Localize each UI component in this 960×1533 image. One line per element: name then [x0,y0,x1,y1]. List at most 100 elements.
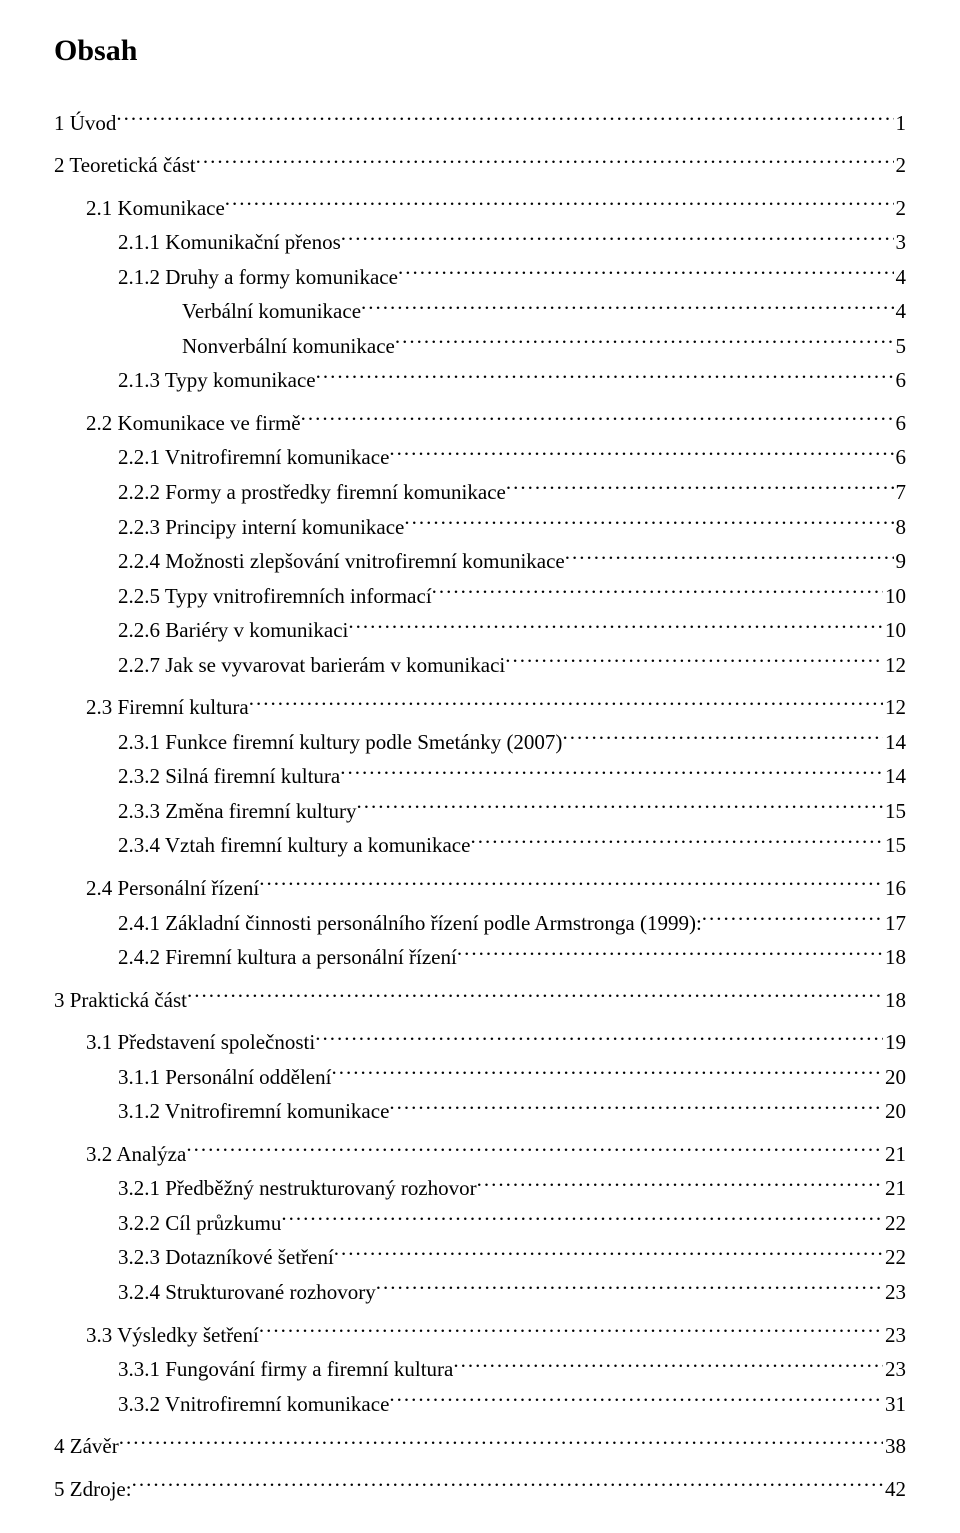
toc-entry: 2.3.2 Silná firemní kultura14 [54,760,906,793]
toc-entry-page: 4 [894,295,907,328]
toc-leader-dots [389,1097,883,1118]
toc-entry-label: 2.2.4 Možnosti zlepšování vnitrofiremní … [118,545,565,578]
toc-entry-page: 15 [883,829,906,862]
toc-entry: 2.1.1 Komunikační přenos3 [54,226,906,259]
toc-entry: 2.2.6 Bariéry v komunikaci10 [54,614,906,647]
toc-entry-label: 5 Zdroje: [54,1473,132,1506]
toc-leader-dots [315,1028,883,1049]
toc-entry: 2.2.2 Formy a prostředky firemní komunik… [54,476,906,509]
toc-entry-page: 7 [894,476,907,509]
toc-leader-dots [457,943,883,964]
toc-entry-page: 21 [883,1138,906,1171]
toc-entry-label: 4 Závěr [54,1430,119,1463]
toc-entry-label: 3.3.2 Vnitrofiremní komunikace [118,1388,389,1421]
toc-leader-dots [316,366,894,387]
toc-entry: Verbální komunikace 4 [54,295,906,328]
toc-entry-page: 19 [883,1026,906,1059]
toc-leader-dots [132,1475,883,1496]
toc-entry-label: 3.2.3 Dotazníkové šetření [118,1241,334,1274]
toc-entry-label: 3.2.4 Strukturované rozhovory [118,1276,376,1309]
toc-entry: 3.3.2 Vnitrofiremní komunikace31 [54,1388,906,1421]
toc-leader-dots [361,297,893,318]
toc-entry: 3.3 Výsledky šetření23 [54,1319,906,1352]
toc-leader-dots [281,1209,883,1230]
toc-entry: 2.2.5 Typy vnitrofiremních informací 10 [54,580,906,613]
toc-leader-dots [432,582,883,603]
toc-entry: 3.2 Analýza21 [54,1138,906,1171]
toc-entry-label: 2.2.6 Bariéry v komunikaci [118,614,348,647]
table-of-contents: 1 Úvod 1 2 Teoretická část2 2.1 Komunikace… [54,107,906,1506]
toc-entry-label: 2.3 Firemní kultura [86,691,249,724]
toc-entry-page: 22 [883,1241,906,1274]
toc-entry-label: 2.1.2 Druhy a formy komunikace [118,261,398,294]
toc-entry-page: 21 [883,1172,906,1205]
toc-entry-page: 9 [894,545,907,578]
toc-entry-page: 2 [894,149,907,182]
toc-entry-label: 3.1 Představení společnosti [86,1026,315,1059]
toc-entry-label: Nonverbální komunikace [182,330,395,363]
toc-leader-dots [477,1174,883,1195]
toc-entry: 2.2.3 Principy interní komunikace8 [54,511,906,544]
toc-entry: 2.2.1 Vnitrofiremní komunikace6 [54,441,906,474]
toc-entry: 2.2 Komunikace ve firmě6 [54,407,906,440]
toc-leader-dots [470,831,883,852]
toc-entry-page: 2 [894,192,907,225]
toc-leader-dots [331,1063,883,1084]
toc-leader-dots [340,762,883,783]
toc-entry-page: 12 [883,691,906,724]
toc-entry-label: 2.3.2 Silná firemní kultura [118,760,340,793]
toc-entry-page: 42 [883,1473,906,1506]
toc-entry-page: 12 [883,649,906,682]
toc-entry: 2.3 Firemní kultura 12 [54,691,906,724]
toc-entry-label: 2.3.1 Funkce firemní kultury podle Smetá… [118,726,562,759]
toc-entry-label: 3.2.1 Předběžný nestrukturovaný rozhovor [118,1172,477,1205]
toc-entry-page: 23 [883,1319,906,1352]
toc-entry-label: 2.2.3 Principy interní komunikace [118,511,404,544]
toc-leader-dots [404,513,893,534]
toc-leader-dots [116,109,893,130]
toc-entry-label: 2.3.4 Vztah firemní kultury a komunikace [118,829,470,862]
toc-entry-label: 2.3.3 Změna firemní kultury [118,795,357,828]
toc-entry-page: 20 [883,1061,906,1094]
toc-entry: 2.1.2 Druhy a formy komunikace 4 [54,261,906,294]
toc-entry: 1 Úvod 1 [54,107,906,140]
toc-entry: 3.2.3 Dotazníkové šetření 22 [54,1241,906,1274]
toc-entry-page: 18 [883,984,906,1017]
toc-entry-page: 1 [894,107,907,140]
toc-entry-label: 2.1.3 Typy komunikace [118,364,316,397]
toc-entry-page: 10 [883,580,906,613]
toc-entry-label: 2.1 Komunikace [86,192,225,225]
toc-entry: 4 Závěr38 [54,1430,906,1463]
toc-entry-label: 1 Úvod [54,107,116,140]
toc-entry-label: 2.2 Komunikace ve firmě [86,407,301,440]
toc-leader-dots [505,651,883,672]
toc-leader-dots [187,986,883,1007]
toc-entry-label: 2.4.1 Základní činnosti personálního říz… [118,907,702,940]
toc-entry-label: Verbální komunikace [182,295,361,328]
toc-leader-dots [225,194,894,215]
toc-entry-page: 3 [894,226,907,259]
toc-entry: 2.2.4 Možnosti zlepšování vnitrofiremní … [54,545,906,578]
toc-leader-dots [395,332,894,353]
toc-leader-dots [562,728,883,749]
toc-entry-label: 2.2.5 Typy vnitrofiremních informací [118,580,432,613]
toc-leader-dots [506,478,894,499]
toc-leader-dots [398,263,894,284]
document-page: Obsah 1 Úvod12 Teoretická část2 2.1 Komu… [0,0,960,1533]
toc-entry-page: 6 [894,364,907,397]
toc-entry-page: 18 [883,941,906,974]
toc-leader-dots [301,409,894,430]
toc-entry: 2 Teoretická část2 [54,149,906,182]
toc-entry: 3.2.1 Předběžný nestrukturovaný rozhovor… [54,1172,906,1205]
toc-entry: 2.4.2 Firemní kultura a personální řízen… [54,941,906,974]
toc-entry: 2.1.3 Typy komunikace 6 [54,364,906,397]
toc-entry-page: 23 [883,1353,906,1386]
toc-leader-dots [453,1355,883,1376]
toc-entry-page: 4 [894,261,907,294]
toc-leader-dots [119,1432,883,1453]
toc-entry-label: 2.2.2 Formy a prostředky firemní komunik… [118,476,506,509]
toc-entry-label: 2.2.7 Jak se vyvarovat barierám v komuni… [118,649,505,682]
toc-entry-page: 6 [894,441,907,474]
toc-entry: 2.4 Personální řízení16 [54,872,906,905]
toc-entry: 3.2.4 Strukturované rozhovory23 [54,1276,906,1309]
